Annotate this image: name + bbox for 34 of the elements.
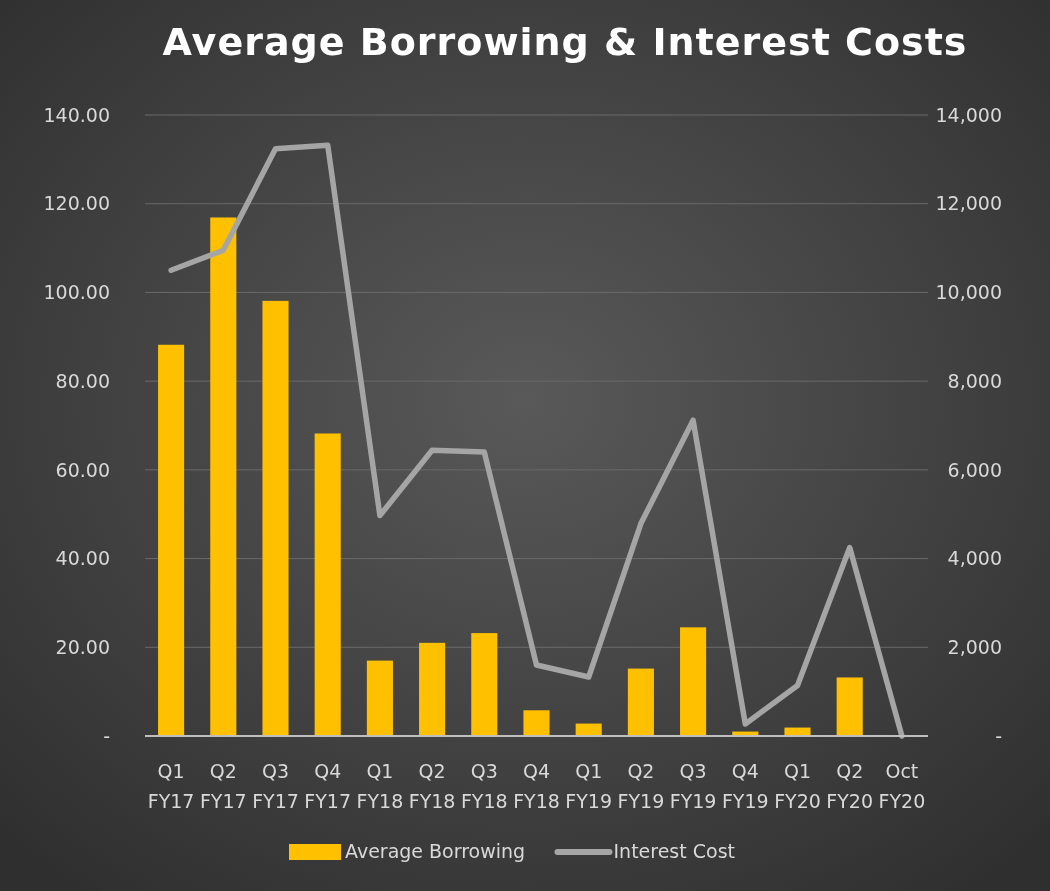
y2-tick-label: 6,000	[947, 458, 1002, 481]
y-tick-label: 20.00	[55, 635, 110, 658]
y2-tick-label: 14,000	[935, 103, 1002, 126]
x-tick-label: Q1 FY17	[147, 760, 195, 812]
y2-tick-label: -	[995, 724, 1002, 747]
x-tick-label: Q4 FY19	[721, 760, 769, 812]
x-tick-label: Q2 FY17	[199, 760, 247, 812]
x-tick-label: Q2 FY19	[617, 760, 665, 812]
x-tick-label: Q4 FY18	[513, 760, 560, 812]
x-tick-label: Q3 FY17	[252, 760, 299, 812]
chart-title: Average Borrowing & Interest Costs	[162, 20, 968, 64]
y-tick-label: 40.00	[55, 547, 110, 570]
x-tick-label: Q1 FY19	[565, 760, 613, 812]
x-tick-label: Q3 FY18	[460, 760, 508, 812]
x-tick-label: Q2 FY18	[408, 760, 456, 812]
legend-label: Interest Cost	[613, 840, 735, 862]
y2-tick-label: 2,000	[947, 635, 1002, 658]
y-tick-label: 100.00	[43, 281, 110, 304]
y2-tick-label: 8,000	[947, 369, 1002, 392]
y-tick-label: -	[103, 724, 110, 747]
y-tick-label: 140.00	[43, 103, 110, 126]
y-tick-label: 60.00	[55, 458, 110, 481]
y-tick-label: 120.00	[43, 192, 110, 215]
y-tick-label: 80.00	[55, 369, 110, 392]
x-tick-label: Oct FY20	[878, 760, 926, 812]
x-tick-label: Q2 FY20	[826, 760, 874, 812]
x-tick-label: Q1 FY20	[774, 760, 821, 812]
y2-tick-label: 4,000	[947, 547, 1002, 570]
y2-tick-label: 12,000	[935, 192, 1002, 215]
x-tick-label: Q3 FY19	[669, 760, 717, 812]
x-tick-label: Q4 FY17	[304, 760, 352, 812]
legend-label: Average Borrowing	[345, 840, 526, 862]
x-tick-label: Q1 FY18	[356, 760, 404, 812]
y2-tick-label: 10,000	[935, 281, 1002, 304]
